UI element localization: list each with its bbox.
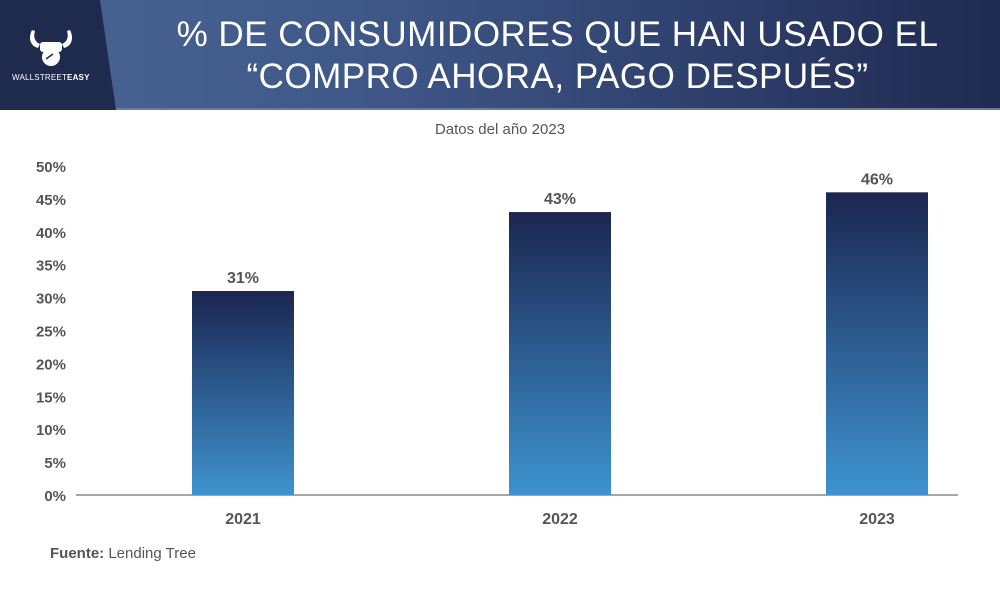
y-tick-label: 35% bbox=[36, 258, 66, 275]
bull-fist-icon bbox=[30, 30, 72, 66]
source-label: Fuente: bbox=[50, 545, 105, 562]
y-tick-label: 10% bbox=[36, 422, 66, 439]
title-line-1: % DE CONSUMIDORES QUE HAN USADO EL bbox=[176, 15, 939, 54]
logo-panel: WALLSTREETEASY bbox=[0, 0, 116, 110]
brand-bold: EASY bbox=[67, 73, 90, 82]
brand-regular: WALLSTREET bbox=[12, 73, 68, 82]
y-tick-label: 25% bbox=[36, 324, 66, 341]
y-tick-label: 50% bbox=[36, 159, 66, 176]
header-banner bbox=[0, 0, 1000, 110]
page-title: % DE CONSUMIDORES QUE HAN USADO EL “COMP… bbox=[130, 14, 985, 98]
title-line-2: “COMPRO AHORA, PAGO DESPUÉS” bbox=[246, 57, 869, 96]
y-tick-label: 30% bbox=[36, 291, 66, 308]
brand-name: WALLSTREETEASY bbox=[12, 73, 102, 82]
x-tick-label: 2023 bbox=[859, 511, 895, 528]
y-tick-label: 5% bbox=[44, 455, 66, 472]
x-tick-label: 2021 bbox=[225, 511, 261, 528]
bar-2023 bbox=[826, 192, 928, 495]
data-label: 31% bbox=[227, 270, 259, 287]
y-tick-label: 40% bbox=[36, 225, 66, 242]
bar-2021 bbox=[192, 291, 294, 495]
source-note: Fuente: Lending Tree bbox=[50, 545, 196, 562]
chart-subtitle: Datos del año 2023 bbox=[434, 121, 566, 138]
data-label: 46% bbox=[861, 171, 893, 188]
y-tick-label: 20% bbox=[36, 356, 66, 373]
bar-2022 bbox=[509, 212, 611, 495]
data-label: 43% bbox=[544, 191, 576, 208]
source-value: Lending Tree bbox=[108, 545, 196, 562]
y-tick-label: 15% bbox=[36, 389, 66, 406]
x-tick-label: 2022 bbox=[542, 511, 578, 528]
y-tick-label: 0% bbox=[44, 488, 66, 505]
y-tick-label: 45% bbox=[36, 192, 66, 209]
